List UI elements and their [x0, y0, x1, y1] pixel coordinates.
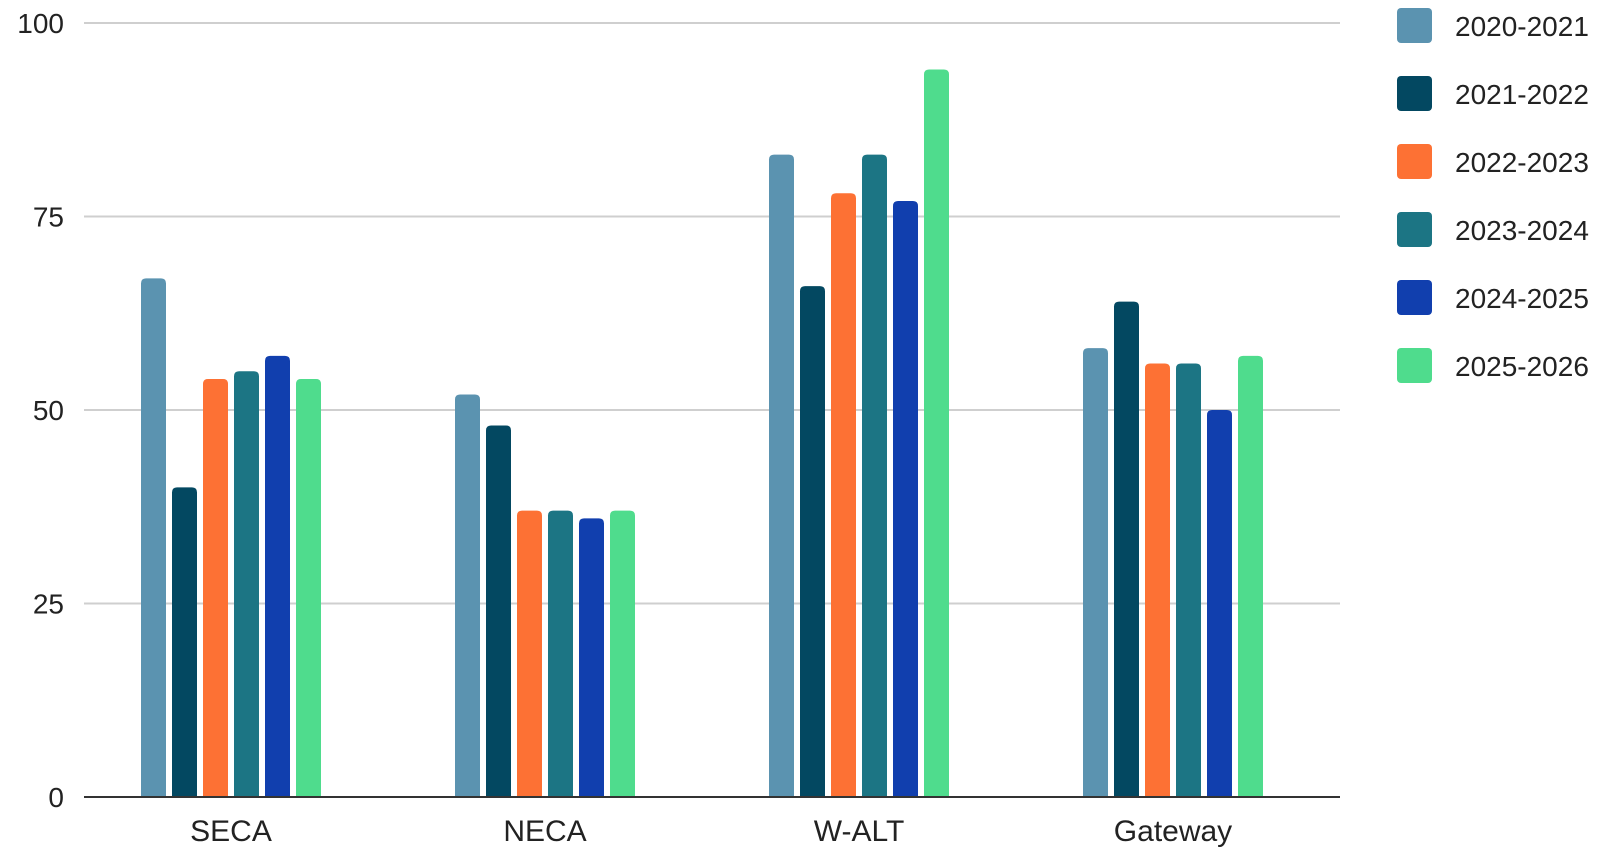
y-axis-tick-labels: 0 25 50 75 100	[17, 8, 64, 813]
legend-swatch	[1397, 348, 1432, 383]
legend-label: 2022-2023	[1455, 147, 1589, 178]
legend-item: 2021-2022	[1397, 76, 1589, 111]
bar-w-alt-2024-2025	[893, 201, 918, 797]
y-tick-label: 50	[33, 395, 64, 426]
x-category-label: NECA	[503, 815, 586, 848]
bar-seca-2020-2021	[141, 278, 166, 797]
legend-item: 2024-2025	[1397, 280, 1589, 315]
legend-label: 2020-2021	[1455, 11, 1589, 42]
bar-seca-2025-2026	[296, 379, 321, 797]
bar-neca-2020-2021	[455, 394, 480, 797]
legend: 2020-2021 2021-2022 2022-2023 2023-2024 2024…	[1397, 8, 1589, 383]
legend-label: 2023-2024	[1455, 215, 1589, 246]
bar-neca-2023-2024	[548, 510, 573, 797]
x-axis-category-labels: SECA NECA W-ALT Gateway	[190, 815, 1232, 848]
bar-neca-2024-2025	[579, 518, 604, 797]
bar-w-alt-2021-2022	[800, 286, 825, 797]
bar-seca-2022-2023	[203, 379, 228, 797]
bar-gateway-2023-2024	[1176, 363, 1201, 797]
legend-label: 2021-2022	[1455, 79, 1589, 110]
bar-neca-2025-2026	[610, 510, 635, 797]
bar-gateway-2020-2021	[1083, 348, 1108, 797]
legend-item: 2023-2024	[1397, 212, 1589, 247]
bar-seca-2021-2022	[172, 487, 197, 797]
bar-neca-2021-2022	[486, 425, 511, 797]
legend-label: 2024-2025	[1455, 283, 1589, 314]
bar-gateway-2022-2023	[1145, 363, 1170, 797]
y-tick-label: 0	[48, 782, 64, 813]
legend-item: 2020-2021	[1397, 8, 1589, 43]
bars	[141, 69, 1263, 797]
bar-gateway-2021-2022	[1114, 301, 1139, 797]
bar-gateway-2024-2025	[1207, 410, 1232, 797]
legend-label: 2025-2026	[1455, 351, 1589, 382]
bar-w-alt-2025-2026	[924, 69, 949, 797]
x-category-label: Gateway	[1114, 815, 1232, 848]
legend-swatch	[1397, 280, 1432, 315]
y-tick-label: 25	[33, 589, 64, 620]
bar-w-alt-2022-2023	[831, 193, 856, 797]
bar-w-alt-2020-2021	[769, 154, 794, 797]
bar-neca-2022-2023	[517, 510, 542, 797]
legend-swatch	[1397, 144, 1432, 179]
y-tick-label: 100	[17, 8, 64, 39]
x-category-label: SECA	[190, 815, 272, 848]
legend-swatch	[1397, 212, 1432, 247]
bar-seca-2024-2025	[265, 355, 290, 797]
legend-swatch	[1397, 8, 1432, 43]
legend-item: 2022-2023	[1397, 144, 1589, 179]
bar-w-alt-2023-2024	[862, 154, 887, 797]
y-tick-label: 75	[33, 202, 64, 233]
bar-seca-2023-2024	[234, 371, 259, 797]
legend-item: 2025-2026	[1397, 348, 1589, 383]
legend-swatch	[1397, 76, 1432, 111]
bar-gateway-2025-2026	[1238, 355, 1263, 797]
x-category-label: W-ALT	[814, 815, 905, 848]
